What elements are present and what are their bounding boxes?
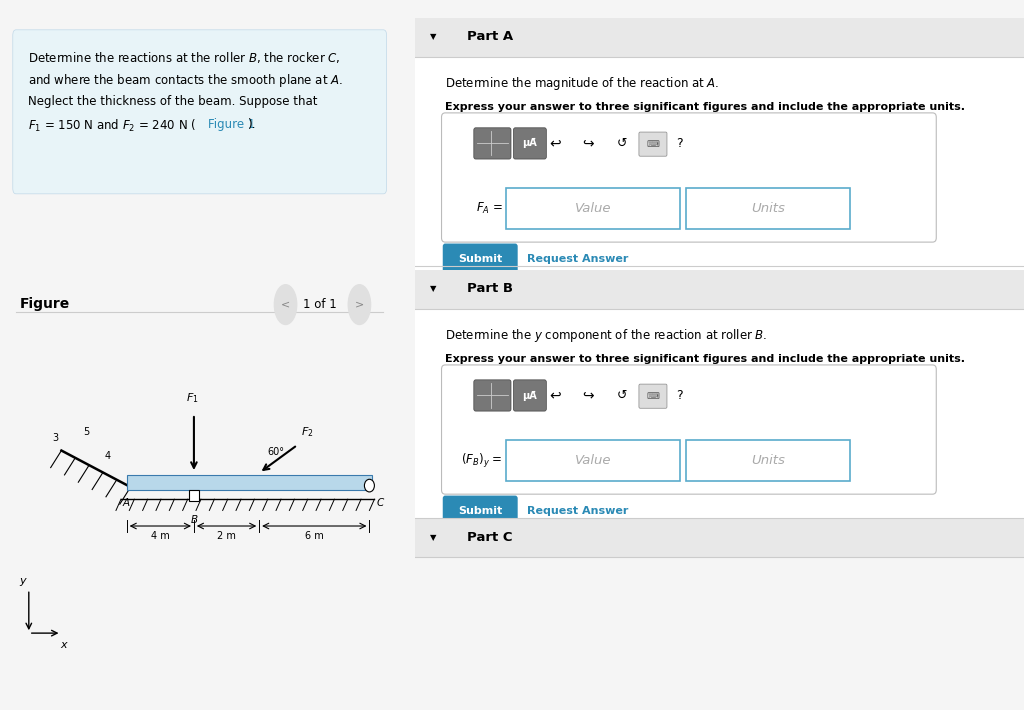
FancyBboxPatch shape xyxy=(442,496,518,527)
FancyBboxPatch shape xyxy=(474,380,511,411)
Text: Value: Value xyxy=(574,202,611,215)
Text: Express your answer to three significant figures and include the appropriate uni: Express your answer to three significant… xyxy=(445,354,966,364)
Text: 2 m: 2 m xyxy=(217,530,236,541)
Text: Neglect the thickness of the beam. Suppose that: Neglect the thickness of the beam. Suppo… xyxy=(28,95,317,108)
Text: ↪: ↪ xyxy=(583,136,594,151)
Text: ⌨: ⌨ xyxy=(646,140,659,148)
FancyBboxPatch shape xyxy=(12,30,387,194)
Text: μȦ: μȦ xyxy=(522,391,538,400)
Text: ).: ). xyxy=(247,118,255,131)
FancyBboxPatch shape xyxy=(441,113,936,242)
Text: ▼: ▼ xyxy=(430,285,436,293)
Text: C: C xyxy=(377,498,384,508)
FancyBboxPatch shape xyxy=(639,384,667,408)
Bar xyxy=(506,188,680,229)
Circle shape xyxy=(365,479,375,492)
FancyBboxPatch shape xyxy=(441,365,936,494)
Bar xyxy=(189,491,199,501)
Bar xyxy=(415,57,1024,291)
Circle shape xyxy=(348,285,371,324)
Text: Units: Units xyxy=(752,454,785,467)
Text: Part A: Part A xyxy=(467,31,513,43)
Text: ▼: ▼ xyxy=(430,33,436,41)
Text: $F_1$: $F_1$ xyxy=(185,391,199,405)
Text: x: x xyxy=(60,640,67,650)
Text: Submit: Submit xyxy=(458,506,503,516)
FancyBboxPatch shape xyxy=(513,128,547,159)
Text: 4 m: 4 m xyxy=(151,530,170,541)
Text: Figure 1: Figure 1 xyxy=(209,118,256,131)
FancyBboxPatch shape xyxy=(474,128,511,159)
Text: ↪: ↪ xyxy=(583,388,594,403)
Text: <: < xyxy=(281,300,290,310)
Text: Part C: Part C xyxy=(467,531,512,544)
Text: Request Answer: Request Answer xyxy=(527,254,629,264)
Text: $F_1$ = 150 N and $F_2$ = 240 N (: $F_1$ = 150 N and $F_2$ = 240 N ( xyxy=(28,118,197,134)
Text: Part B: Part B xyxy=(467,283,512,295)
Text: Determine the $y$ component of the reaction at roller $\mathit{B}$.: Determine the $y$ component of the react… xyxy=(445,327,768,344)
FancyBboxPatch shape xyxy=(639,132,667,156)
Text: Request Answer: Request Answer xyxy=(527,506,629,516)
Text: $(F_B)_y$ =: $(F_B)_y$ = xyxy=(462,452,503,470)
Bar xyxy=(506,440,680,481)
Text: A: A xyxy=(123,498,129,508)
Text: Units: Units xyxy=(752,202,785,215)
FancyBboxPatch shape xyxy=(442,244,518,275)
Text: 60°: 60° xyxy=(267,447,285,457)
Text: ⌨: ⌨ xyxy=(646,392,659,400)
Text: 4: 4 xyxy=(104,452,111,462)
Text: ↩: ↩ xyxy=(549,136,561,151)
Bar xyxy=(415,18,1024,57)
Text: ?: ? xyxy=(677,137,683,150)
Bar xyxy=(127,475,373,491)
Text: ↺: ↺ xyxy=(616,389,627,402)
Text: Express your answer to three significant figures and include the appropriate uni: Express your answer to three significant… xyxy=(445,102,966,111)
Text: ↩: ↩ xyxy=(549,388,561,403)
Bar xyxy=(415,309,1024,543)
Text: y: y xyxy=(19,576,26,586)
Text: ?: ? xyxy=(677,389,683,402)
Circle shape xyxy=(274,285,297,324)
Text: >: > xyxy=(354,300,365,310)
Text: $F_2$: $F_2$ xyxy=(300,425,313,439)
Text: and where the beam contacts the smooth plane at $\mathit{A}$.: and where the beam contacts the smooth p… xyxy=(28,72,343,89)
FancyBboxPatch shape xyxy=(513,380,547,411)
Text: $F_A$ =: $F_A$ = xyxy=(476,201,503,217)
Bar xyxy=(686,188,850,229)
Text: 5: 5 xyxy=(83,427,89,437)
Text: ↺: ↺ xyxy=(616,137,627,150)
Text: Value: Value xyxy=(574,454,611,467)
Text: B: B xyxy=(190,515,198,525)
Text: Submit: Submit xyxy=(458,254,503,264)
Text: 6 m: 6 m xyxy=(305,530,324,541)
Text: ▼: ▼ xyxy=(430,533,436,542)
Bar xyxy=(415,270,1024,309)
Bar xyxy=(415,518,1024,557)
Text: Figure: Figure xyxy=(20,297,71,311)
Text: μȦ: μȦ xyxy=(522,138,538,148)
Bar xyxy=(686,440,850,481)
Text: 1 of 1: 1 of 1 xyxy=(303,298,336,311)
Text: Determine the magnitude of the reaction at $\mathit{A}$.: Determine the magnitude of the reaction … xyxy=(445,75,720,92)
Text: 3: 3 xyxy=(52,433,58,443)
Text: Determine the reactions at the roller $\mathit{B}$, the rocker $\mathit{C}$,: Determine the reactions at the roller $\… xyxy=(28,50,341,65)
